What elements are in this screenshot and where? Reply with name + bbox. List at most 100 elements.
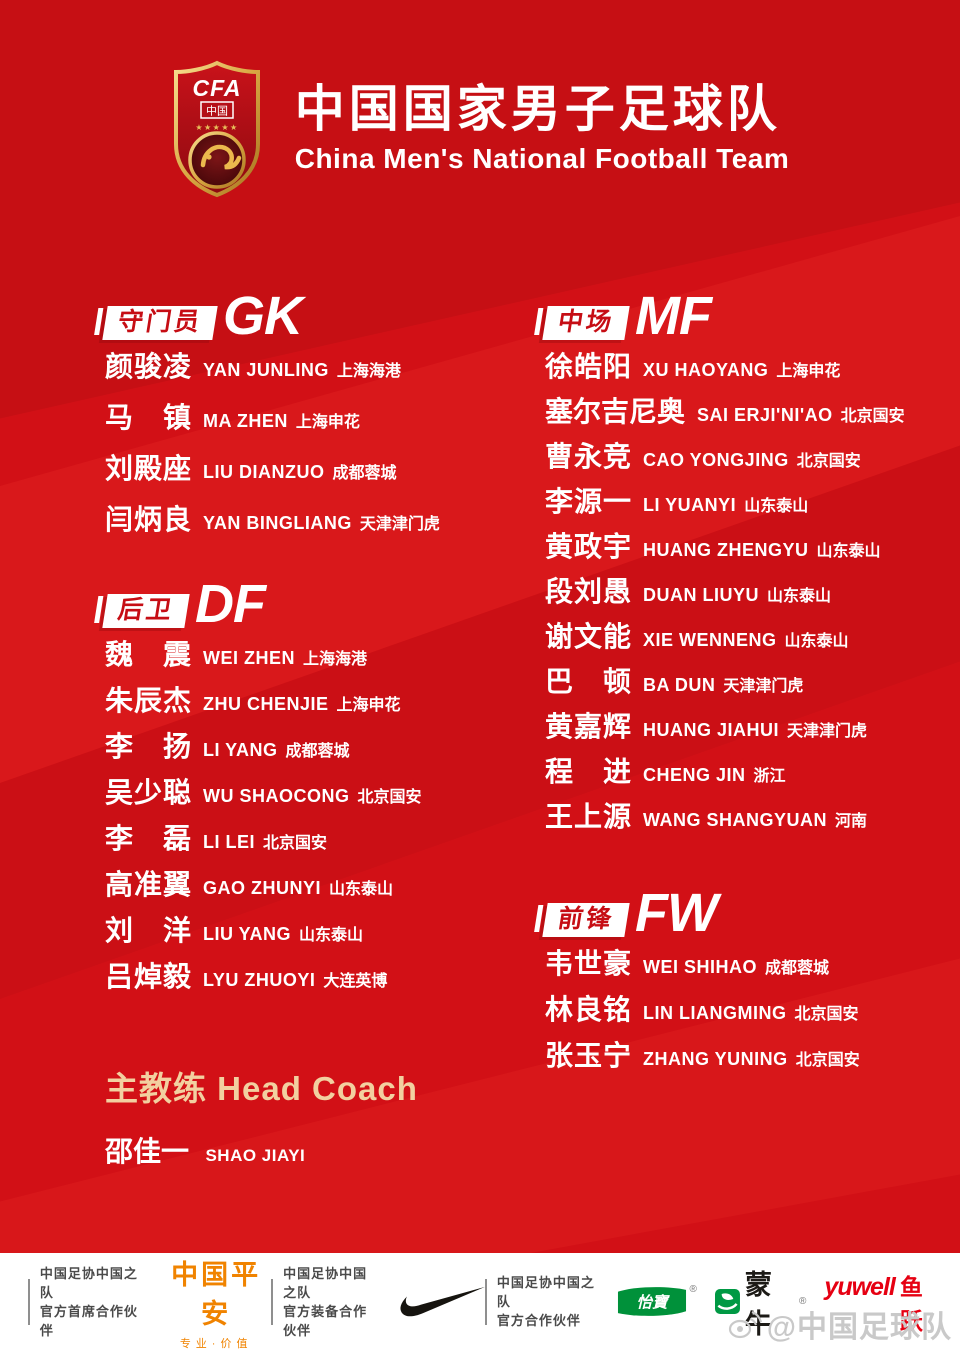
sponsor-caption: 中国足协中国之队 官方装备合作伙伴 [283, 1264, 379, 1340]
player-club: 天津津门虎 [723, 678, 804, 695]
player-list-mf: 徐皓阳 XU HAOYANG 上海申花 塞尔吉尼奥 SAI ERJI'NI'AO 北京国安… [545, 352, 955, 837]
sponsor-bar: 中国足协中国之队 官方首席合作伙伴 中国平安 专业·价值 中国足协中国之队 官方… [0, 1253, 960, 1350]
section-header-fw: 前锋 FW [542, 883, 955, 944]
sponsor-caption-line1: 中国足协中国之队 [283, 1265, 368, 1300]
player-club: 上海海港 [303, 651, 368, 668]
player-club: 北京国安 [795, 1052, 860, 1069]
section-forwards: 前锋 FW 韦世豪 WEI SHIHAO 成都蓉城 林良铭 LIN LIANGMING 北… [542, 883, 955, 1076]
player-club: 北京国安 [840, 408, 905, 425]
mengniu-icon [714, 1289, 740, 1314]
head-coach-block: 主教练 Head Coach 邵佳一 SHAO JIAYI [105, 1062, 418, 1170]
player-club: 北京国安 [357, 789, 422, 806]
player-club: 浙江 [753, 768, 786, 785]
player-name-cn: 朱辰杰 [105, 685, 191, 716]
player-club: 上海申花 [776, 363, 841, 380]
player-name-cn: 魏震 [105, 639, 191, 670]
player-row: 林良铭 LIN LIANGMING 北京国安 [545, 995, 955, 1030]
divider [271, 1278, 274, 1325]
player-name-pinyin: CAO YONGJING [643, 450, 789, 470]
section-label-abbr: DF [195, 574, 266, 635]
player-name-pinyin: LI LEI [203, 832, 255, 852]
player-row: 黄政宇 HUANG ZHENGYU 山东泰山 [545, 532, 955, 567]
section-goalkeepers: 守门员 GK 颜骏凌 YAN JUNLING 上海海港 马镇 MA ZHEN 上海申花 刘殿… [102, 286, 505, 540]
player-club: 山东泰山 [816, 543, 881, 560]
player-name-cn: 李源一 [545, 486, 631, 517]
player-name-pinyin: WEI ZHEN [203, 648, 295, 668]
player-row: 李扬 LI YANG 成都蓉城 [105, 732, 505, 767]
column-right: 中场 MF 徐皓阳 XU HAOYANG 上海申花 塞尔吉尼奥 SAI ERJI'NI'… [542, 289, 955, 1087]
sponsor-caption: 中国足协中国之队 官方合作伙伴 [497, 1273, 601, 1330]
sponsor-group-official: 中国足协中国之队 官方合作伙伴 怡寶 ® 蒙牛 [485, 1263, 932, 1341]
crest-dragon-roundel [187, 131, 246, 189]
section-label-box: 守门员 [102, 306, 218, 340]
player-name-pinyin: MA ZHEN [203, 411, 288, 431]
head-coach-title: 主教练 Head Coach [105, 1062, 418, 1110]
player-club: 上海申花 [295, 414, 360, 431]
player-name-cn: 巴顿 [545, 666, 631, 697]
column-left: 守门员 GK 颜骏凌 YAN JUNLING 上海海港 马镇 MA ZHEN 上海申花 刘殿… [102, 286, 505, 1008]
player-name-pinyin: XU HAOYANG [643, 360, 769, 380]
player-list-fw: 韦世豪 WEI SHIHAO 成都蓉城 林良铭 LIN LIANGMING 北京国安 张玉宁… [545, 949, 955, 1076]
player-name-cn: 黄政宇 [545, 531, 631, 562]
section-label-cn: 前锋 [555, 905, 617, 933]
crest-stars: ★★★★★ [195, 123, 238, 132]
player-name-pinyin: GAO ZHUNYI [203, 878, 322, 898]
player-name-pinyin: LYU ZHUOYI [203, 970, 316, 990]
player-club: 山东泰山 [299, 927, 364, 944]
player-row: 张玉宁 ZHANG YUNING 北京国安 [545, 1041, 955, 1076]
player-name-cn: 李扬 [105, 731, 191, 762]
player-name-pinyin: YAN BINGLIANG [203, 513, 352, 533]
player-row: 程进 CHENG JIN 浙江 [545, 757, 955, 792]
page-title-en: China Men's National Football Team [294, 143, 790, 175]
player-name-pinyin: HUANG ZHENGYU [643, 540, 809, 560]
player-name-cn: 韦世豪 [545, 948, 631, 979]
player-name-cn: 刘殿座 [105, 453, 191, 484]
divider [485, 1278, 487, 1325]
player-name-cn: 马镇 [105, 402, 191, 433]
head-coach-label-en: Head Coach [217, 1070, 418, 1107]
player-row: 段刘愚 DUAN LIUYU 山东泰山 [545, 577, 955, 612]
weibo-icon [728, 1310, 762, 1339]
player-row: 黄嘉辉 HUANG JIAHUI 天津津门虎 [545, 712, 955, 747]
player-name-pinyin: XIE WENNENG [643, 630, 777, 650]
player-name-cn: 刘洋 [105, 915, 191, 946]
sponsor-caption-line2: 官方首席合作伙伴 [39, 1303, 138, 1338]
player-name-pinyin: LIN LIANGMING [643, 1003, 787, 1023]
player-name-pinyin: LI YANG [203, 740, 278, 760]
player-name-cn: 曹永竞 [545, 441, 631, 472]
player-club: 北京国安 [796, 453, 861, 470]
player-row: 刘洋 LIU YANG 山东泰山 [105, 916, 505, 951]
pingan-tagline: 专业·价值 [179, 1337, 253, 1350]
sponsor-caption-line1: 中国足协中国之队 [496, 1275, 595, 1309]
section-label-cn: 守门员 [115, 308, 205, 336]
player-row: 马镇 MA ZHEN 上海申花 [105, 403, 505, 438]
sponsor-group-equipment: 中国足协中国之队 官方装备合作伙伴 [271, 1264, 486, 1340]
player-name-pinyin: LIU DIANZUO [203, 462, 325, 482]
section-header-df: 后卫 DF [102, 574, 505, 635]
player-club: 天津津门虎 [787, 723, 868, 740]
section-label-abbr: GK [223, 286, 303, 347]
player-row: 刘殿座 LIU DIANZUO 成都蓉城 [105, 454, 505, 489]
player-club: 北京国安 [263, 835, 328, 852]
weibo-watermark: @中国足球队 [727, 1302, 952, 1346]
player-club: 天津津门虎 [359, 516, 440, 533]
player-club: 成都蓉城 [285, 743, 350, 760]
player-row: 李磊 LI LEI 北京国安 [105, 824, 505, 859]
crest-acronym: CFA [192, 75, 241, 101]
player-list-gk: 颜骏凌 YAN JUNLING 上海海港 马镇 MA ZHEN 上海申花 刘殿座 LIU DI… [105, 352, 505, 540]
player-name-pinyin: YAN JUNLING [203, 360, 329, 380]
player-row: 徐皓阳 XU HAOYANG 上海申花 [545, 352, 955, 387]
section-label-abbr: FW [635, 883, 718, 944]
player-row: 韦世豪 WEI SHIHAO 成都蓉城 [545, 949, 955, 984]
head-coach-name: 邵佳一 [105, 1136, 190, 1167]
player-row: 吴少聪 WU SHAOCONG 北京国安 [105, 778, 505, 813]
sponsor-caption-line2: 官方合作伙伴 [496, 1313, 581, 1328]
player-name-cn: 吴少聪 [105, 777, 191, 808]
registered-mark: ® [689, 1284, 697, 1295]
section-label-box: 后卫 [102, 594, 190, 628]
player-name-cn: 谢文能 [545, 621, 631, 652]
player-name-pinyin: WU SHAOCONG [203, 786, 350, 806]
player-row: 塞尔吉尼奥 SAI ERJI'NI'AO 北京国安 [545, 397, 955, 432]
registered-mark: ® [799, 1296, 807, 1307]
